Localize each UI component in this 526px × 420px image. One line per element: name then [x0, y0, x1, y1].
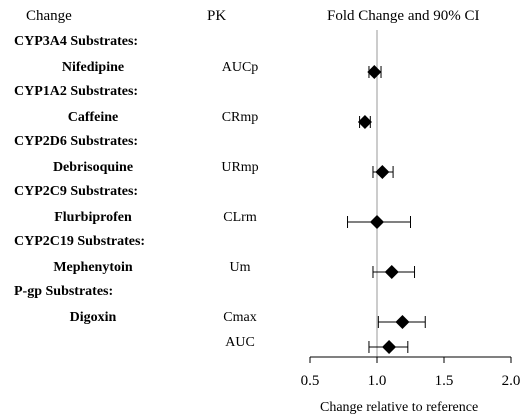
point-estimate-diamond	[384, 265, 399, 279]
pk-parameter-label: Um	[229, 260, 251, 275]
pk-parameter-label: AUCp	[221, 60, 259, 75]
x-tick-label: 1.0	[368, 373, 387, 389]
x-tick-label: 1.5	[435, 373, 454, 389]
category-label: CYP1A2 Substrates:	[14, 84, 139, 99]
point-estimate-diamond	[357, 115, 372, 129]
drug-label: Flurbiprofen	[54, 210, 132, 225]
category-label: P-gp Substrates:	[14, 284, 114, 299]
drug-label: Mephenytoin	[53, 260, 133, 275]
change-header: Change	[26, 8, 72, 24]
point-estimate-diamond	[367, 65, 382, 79]
point-estimate-diamond	[375, 165, 390, 179]
pk-parameter-label: CRmp	[221, 110, 259, 125]
x-tick-label: 2.0	[502, 373, 521, 389]
fold-change-header: Fold Change and 90% CI	[327, 8, 480, 24]
x-axis-label: Change relative to reference	[320, 400, 479, 415]
pk-parameter-label: Cmax	[223, 310, 257, 325]
category-label: CYP3A4 Substrates:	[14, 34, 139, 49]
x-tick-label: 0.5	[301, 373, 320, 389]
drug-label: Caffeine	[67, 110, 119, 125]
drug-label: Debrisoquine	[52, 160, 134, 175]
category-label: CYP2C19 Substrates:	[14, 234, 146, 249]
point-estimate-diamond	[395, 315, 410, 329]
point-estimate-diamond	[370, 215, 384, 229]
drug-label: Digoxin	[69, 310, 117, 325]
pk-parameter-label: CLrm	[223, 210, 257, 225]
point-estimate-diamond	[382, 340, 397, 354]
category-label: CYP2C9 Substrates:	[14, 184, 139, 199]
pk-parameter-label: AUC	[225, 335, 255, 350]
drug-label: Nifedipine	[61, 60, 125, 75]
category-label: CYP2D6 Substrates:	[14, 134, 139, 149]
pk-parameter-label: URmp	[221, 160, 259, 175]
pk-header: PK	[207, 8, 227, 24]
